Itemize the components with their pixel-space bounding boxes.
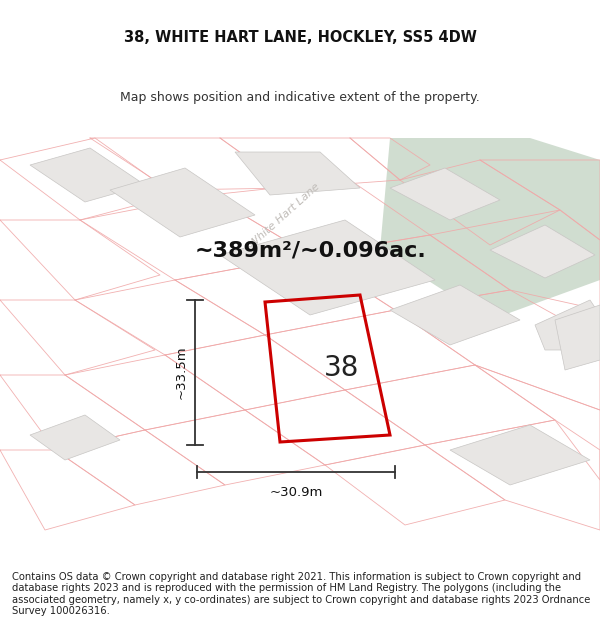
- Polygon shape: [30, 415, 120, 460]
- Polygon shape: [220, 220, 435, 315]
- Polygon shape: [390, 168, 500, 220]
- Text: Contains OS data © Crown copyright and database right 2021. This information is : Contains OS data © Crown copyright and d…: [12, 572, 590, 616]
- Polygon shape: [235, 152, 360, 195]
- Text: Map shows position and indicative extent of the property.: Map shows position and indicative extent…: [120, 91, 480, 104]
- Polygon shape: [535, 300, 600, 350]
- Text: 38, WHITE HART LANE, HOCKLEY, SS5 4DW: 38, WHITE HART LANE, HOCKLEY, SS5 4DW: [124, 30, 476, 45]
- Polygon shape: [555, 305, 600, 370]
- Text: White Hart Lane: White Hart Lane: [248, 181, 322, 249]
- Polygon shape: [380, 138, 600, 320]
- Polygon shape: [490, 225, 595, 278]
- Text: ~389m²/~0.096ac.: ~389m²/~0.096ac.: [195, 240, 427, 260]
- Polygon shape: [30, 148, 145, 202]
- Polygon shape: [110, 168, 255, 237]
- Polygon shape: [390, 285, 520, 345]
- Text: ~30.9m: ~30.9m: [269, 486, 323, 499]
- Polygon shape: [450, 425, 590, 485]
- Text: ~33.5m: ~33.5m: [175, 346, 187, 399]
- Text: 38: 38: [324, 354, 359, 382]
